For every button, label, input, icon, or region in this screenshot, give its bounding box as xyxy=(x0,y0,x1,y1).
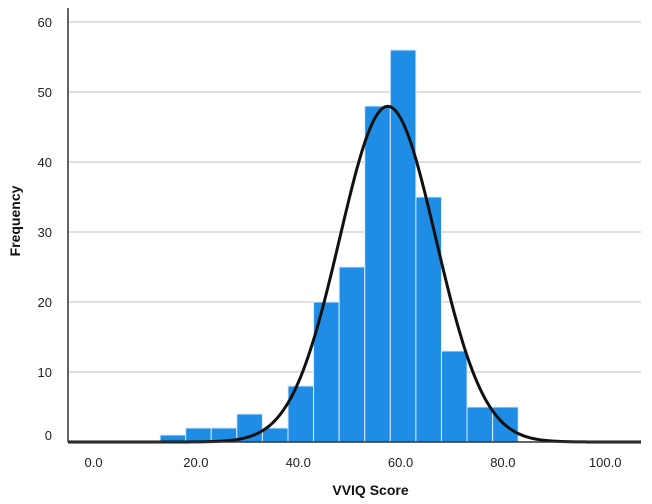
histogram-bar-12 xyxy=(440,350,468,443)
x-tick-label-100.0: 100.0 xyxy=(589,455,622,470)
y-tick-label-60: 60 xyxy=(38,15,52,30)
y-tick-label-0: 0 xyxy=(45,428,52,443)
y-tick-label-20: 20 xyxy=(38,295,52,310)
x-tick-label-80.0: 80.0 xyxy=(490,455,515,470)
histogram-bar-11 xyxy=(415,196,442,443)
histogram-bar-8 xyxy=(338,266,366,443)
y-tick-label-10: 10 xyxy=(38,365,52,380)
histogram-bar-9 xyxy=(364,105,391,443)
histogram-bar-5 xyxy=(261,427,289,443)
histogram-bar-13 xyxy=(466,406,494,443)
y-tick-label-30: 30 xyxy=(38,225,52,240)
x-tick-label-20.0: 20.0 xyxy=(183,455,208,470)
histogram-bar-10 xyxy=(389,49,417,443)
y-tick-label-40: 40 xyxy=(38,155,52,170)
x-axis-title: VVIQ Score xyxy=(332,482,408,498)
y-axis-title: Frequency xyxy=(7,185,23,256)
x-tick-labels: 0.0 20.0 40.0 60.0 80.0 100.0 xyxy=(85,455,622,470)
y-tick-labels: 0 10 20 30 40 50 60 xyxy=(38,15,52,443)
x-tick-label-0.0: 0.0 xyxy=(85,455,103,470)
x-tick-label-60.0: 60.0 xyxy=(388,455,413,470)
y-tick-label-50: 50 xyxy=(38,85,52,100)
histogram-bar-2 xyxy=(185,427,212,443)
gridlines xyxy=(68,21,641,373)
x-tick-label-40.0: 40.0 xyxy=(286,455,311,470)
